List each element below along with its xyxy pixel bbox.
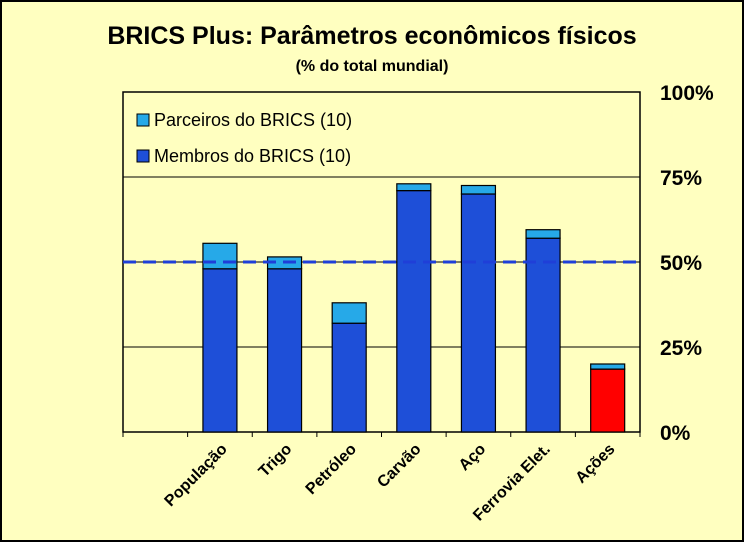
y-tick-label: 50% bbox=[660, 252, 702, 275]
legend-swatch bbox=[136, 149, 150, 163]
x-tick-label: População bbox=[162, 441, 231, 510]
bar-segment bbox=[525, 237, 561, 433]
bar-segment bbox=[202, 268, 238, 433]
x-tick-label: Ações bbox=[573, 441, 619, 487]
y-tick-label: 75% bbox=[660, 167, 702, 190]
bar-segment bbox=[331, 322, 367, 433]
y-tick-label: 0% bbox=[660, 422, 691, 445]
x-tick-label: Carvão bbox=[374, 441, 425, 492]
bar-segment bbox=[396, 190, 432, 433]
chart-subtitle: (% do total mundial) bbox=[295, 58, 449, 75]
legend-label: Membros do BRICS (10) bbox=[154, 146, 351, 166]
legend-swatch bbox=[136, 113, 150, 127]
legend-label: Parceiros do BRICS (10) bbox=[154, 110, 352, 130]
bar-segment bbox=[266, 268, 303, 433]
bar-segment bbox=[460, 193, 497, 433]
bar-segment bbox=[396, 183, 432, 192]
bar-segment bbox=[525, 229, 561, 239]
chart-title: BRICS Plus: Parâmetros econômicos físico… bbox=[107, 22, 637, 50]
y-tick-label: 25% bbox=[660, 337, 702, 360]
x-tick-label: Petróleo bbox=[303, 441, 360, 498]
x-tick-label: Aço bbox=[456, 441, 490, 475]
bar-segment bbox=[202, 242, 238, 270]
y-tick-label: 100% bbox=[660, 82, 714, 105]
bar-segment bbox=[460, 184, 497, 195]
x-tick-label: Trigo bbox=[256, 441, 296, 481]
bar-segment bbox=[590, 368, 626, 433]
bar-segment bbox=[590, 363, 626, 370]
bar-segment bbox=[331, 302, 367, 324]
